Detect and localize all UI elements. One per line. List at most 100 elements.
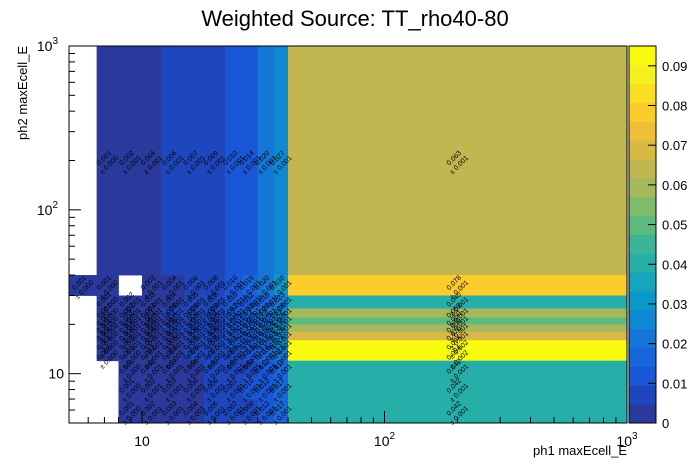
heatmap-cell [184,46,205,276]
heatmap-cell [257,275,275,296]
heatmap-cell [184,360,205,378]
heatmap-cell [242,317,259,325]
heatmap-cell [161,324,186,333]
colorbar-segment [629,309,656,330]
heatmap-cell [225,46,244,276]
heatmap-cell [96,295,119,309]
heatmap-cell [257,317,275,325]
heatmap-cell [242,399,259,424]
heatmap-cell [288,377,628,400]
heatmap-cell [242,331,259,341]
heatmap-cell [142,340,162,351]
heatmap-cell [225,360,244,378]
heatmap-cell [184,317,205,325]
heatmap-cell [257,46,275,276]
heatmap-cell [225,324,244,333]
colorbar-segment [629,159,656,179]
colorbar-segment [629,64,656,85]
heatmap-cell [118,295,143,309]
heatmap-cell [257,360,275,378]
colorbar-tick-label: 0.03 [662,297,687,312]
colorbar-segment [629,385,656,405]
heatmap-cell [257,308,275,318]
heatmap-cell [203,340,226,351]
color-scale: 0 0.01 0.02 0.03 0.04 0.05 0.06 0.07 0.08 0.09 [628,45,687,431]
x-tick-label: 10 [134,433,150,449]
heatmap-cell [257,331,275,341]
heatmap-cell [69,275,98,296]
heatmap-cell [273,46,289,276]
heatmap-cell [225,295,244,309]
x-tick-exponent: 2 [390,431,396,442]
heatmap-cell [288,340,628,351]
colorbar-segment [629,234,656,254]
heatmap-cell [161,331,186,341]
heatmap-cell [142,324,162,333]
colorbar-segment [629,347,656,367]
colorbar-tick-label: 0.06 [662,178,687,193]
colorbar-segment [629,253,656,273]
colorbar-segment [629,196,656,217]
heatmap-cell [273,331,289,341]
heatmap-cell [184,324,205,333]
heatmap-cell [161,349,186,362]
heatmap-cell [161,46,186,276]
heatmap-cell [288,275,628,296]
heatmap-cells [69,46,628,424]
heatmap-cell [225,349,244,362]
heatmap-cell [257,349,275,362]
heatmap-cell [242,295,259,309]
heatmap-cell [161,340,186,351]
heatmap-cell [288,324,628,333]
heatmap-cell [257,324,275,333]
heatmap-cell [242,275,259,296]
heatmap-cell [118,308,143,318]
heatmap-cell [225,340,244,351]
heatmap-cell [242,360,259,378]
heatmap-cell [161,317,186,325]
colorbar-tick-label: 0 [662,416,669,431]
x-tick-exponent: 3 [632,431,638,442]
heatmap-cell [142,399,162,424]
y-tick-exponent: 2 [52,200,58,211]
heatmap-cell [273,349,289,362]
heatmap-cell [96,275,119,296]
heatmap-cell [225,275,244,296]
heatmap-cell [142,317,162,325]
heatmap-cell [118,360,143,378]
heatmap-cell [184,331,205,341]
heatmap-cell [225,331,244,341]
heatmap-cell [184,377,205,400]
heatmap-cell [257,399,275,424]
heatmap-cell [161,275,186,296]
colorbar-frame [628,45,657,424]
heatmap-cell [203,308,226,318]
colorbar-tick-label: 0.01 [662,376,687,391]
heatmap-cell [142,295,162,309]
heatmap-cell [203,46,226,276]
heatmap-cell [203,317,226,325]
colorbar-segment [629,46,656,66]
heatmap-cell [184,308,205,318]
heatmap-cell [273,360,289,378]
heatmap-cell [203,324,226,333]
y-tick-label: 10 [48,366,64,382]
heatmap-cell [273,308,289,318]
colorbar-tick-label: 0.04 [662,257,687,272]
heatmap-cell [242,46,259,276]
heatmap-cell [96,340,119,351]
heatmap-cell [142,377,162,400]
heatmap-cell [273,295,289,309]
heatmap-cell [142,46,162,276]
heatmap-cell [142,349,162,362]
heatmap-cell [161,377,186,400]
heatmap-cell [288,331,628,341]
heatmap-cell [184,275,205,296]
colorbar-segment [629,291,656,311]
heatmap-cell [96,317,119,325]
colorbar-segment [629,121,656,141]
heatmap-cell [225,308,244,318]
heatmap-cell [288,295,628,309]
heatmap-cell [273,324,289,333]
